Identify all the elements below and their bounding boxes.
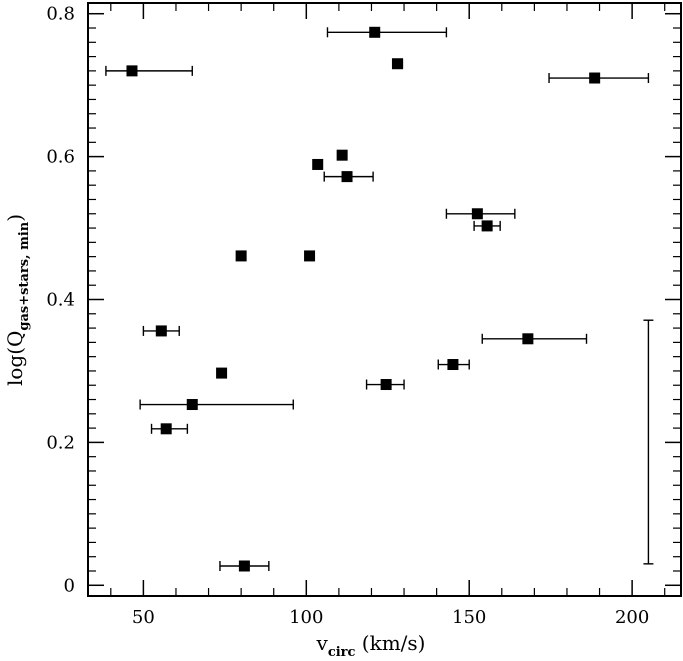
x-error-bar xyxy=(481,333,588,344)
data-points xyxy=(126,26,601,572)
data-point xyxy=(238,560,250,572)
data-point xyxy=(481,220,493,232)
data-point xyxy=(522,333,534,345)
data-point xyxy=(160,423,172,435)
x-tick-label: 200 xyxy=(615,607,649,628)
data-point xyxy=(369,26,381,38)
plot-frame xyxy=(87,2,682,597)
data-point xyxy=(304,250,316,262)
x-error-bar xyxy=(105,65,193,76)
data-point xyxy=(380,379,392,391)
y-tick-label: 0.6 xyxy=(46,147,75,168)
representative-error-bar xyxy=(643,319,654,565)
x-tick-label: 150 xyxy=(452,607,486,628)
data-point xyxy=(392,58,404,70)
y-axis-label: log(Qgas+stars, min) xyxy=(3,214,32,386)
data-point xyxy=(336,149,348,161)
error-bars xyxy=(105,27,654,571)
x-tick-label: 100 xyxy=(289,607,323,628)
data-point xyxy=(471,208,483,220)
plot-border xyxy=(87,2,682,597)
data-point xyxy=(126,65,138,77)
x-error-bar xyxy=(326,27,448,38)
tick-labels: 50 100 150 200 0 0.2 0.4 0.6 0.8 xyxy=(46,4,649,628)
axis-ticks xyxy=(88,3,681,596)
y-tick-label: 0.2 xyxy=(46,432,75,453)
data-point xyxy=(312,158,324,170)
y-tick-label: 0.4 xyxy=(46,290,75,311)
data-point xyxy=(589,72,601,84)
data-point xyxy=(447,359,459,371)
data-point xyxy=(155,325,167,337)
y-tick-label: 0 xyxy=(64,575,75,596)
data-point xyxy=(216,367,228,379)
x-error-bar xyxy=(139,399,294,410)
x-axis-label: vcirc (km/s) xyxy=(316,631,426,660)
x-tick-label: 50 xyxy=(132,607,155,628)
data-point xyxy=(186,399,198,411)
data-point xyxy=(341,171,353,183)
y-tick-label: 0.8 xyxy=(46,4,75,25)
data-point xyxy=(235,250,247,262)
